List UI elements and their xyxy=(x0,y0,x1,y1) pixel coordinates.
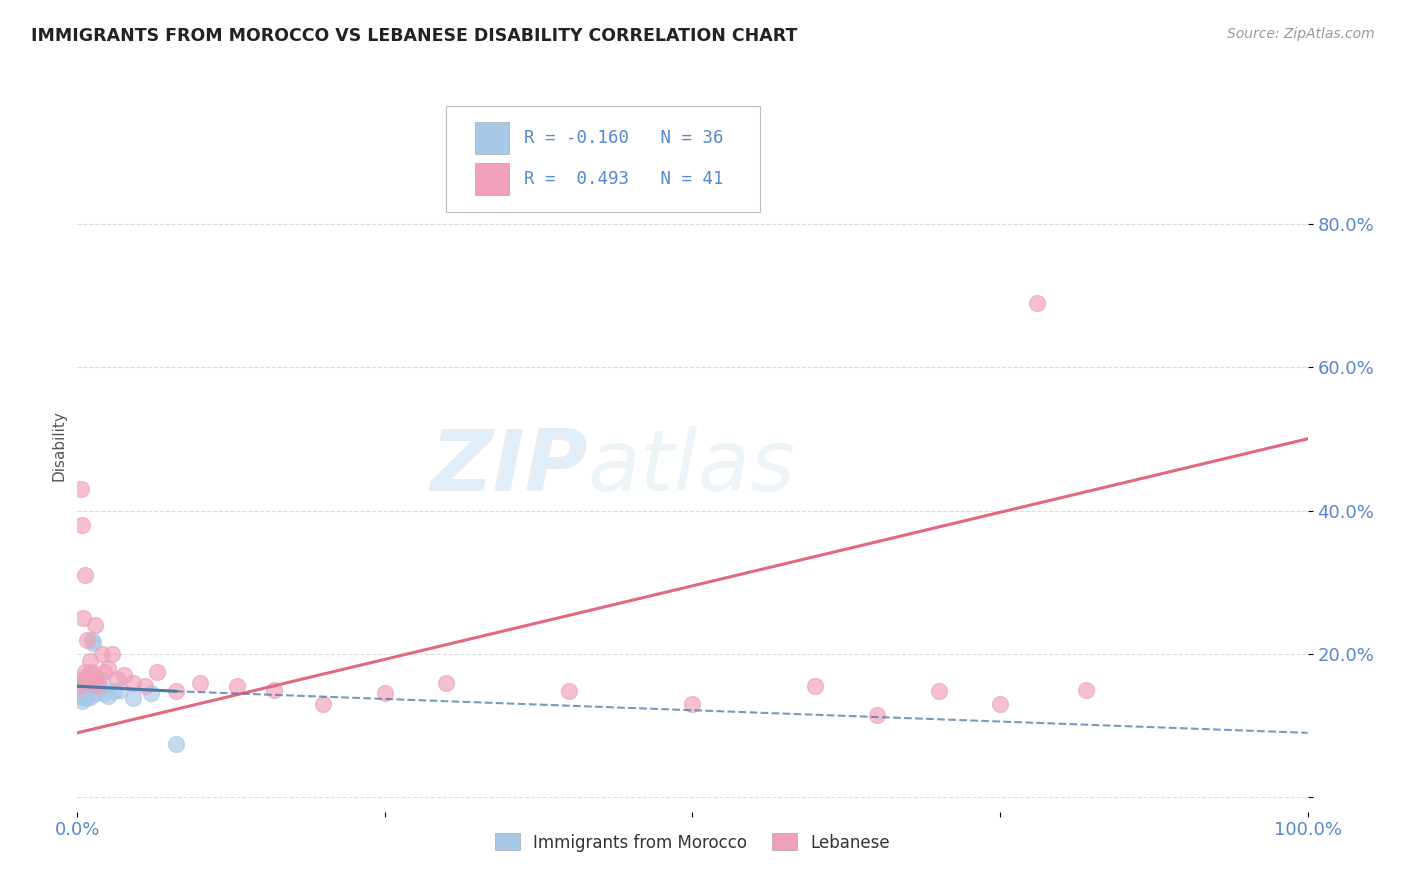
Point xyxy=(73,568,96,582)
Point xyxy=(84,672,107,686)
Point xyxy=(804,679,827,693)
Point xyxy=(165,684,187,698)
Bar xyxy=(475,122,509,154)
Point xyxy=(76,684,98,698)
Point xyxy=(1076,682,1098,697)
Point xyxy=(134,679,156,693)
Point xyxy=(73,686,96,700)
Point xyxy=(84,679,107,693)
Point xyxy=(83,618,105,632)
Point xyxy=(97,661,120,675)
Point xyxy=(988,697,1011,711)
Point xyxy=(75,674,97,689)
Point xyxy=(80,665,103,679)
Point xyxy=(141,686,163,700)
Point xyxy=(165,737,187,751)
Point xyxy=(72,689,94,703)
Text: Source: ZipAtlas.com: Source: ZipAtlas.com xyxy=(1227,27,1375,41)
Point xyxy=(73,679,96,693)
Point xyxy=(70,677,93,691)
Point xyxy=(69,679,91,693)
Point xyxy=(436,675,458,690)
Text: R =  0.493   N = 41: R = 0.493 N = 41 xyxy=(524,170,724,188)
Point xyxy=(79,654,101,668)
Text: atlas: atlas xyxy=(588,426,796,509)
Point xyxy=(76,632,98,647)
Point xyxy=(89,679,111,693)
Point xyxy=(928,684,950,698)
Point xyxy=(77,688,100,702)
Point xyxy=(83,681,105,696)
Point xyxy=(558,684,581,698)
Point xyxy=(146,665,169,679)
FancyBboxPatch shape xyxy=(447,106,761,212)
Point xyxy=(75,672,97,686)
Point xyxy=(70,682,93,697)
Point xyxy=(682,697,704,711)
Text: IMMIGRANTS FROM MOROCCO VS LEBANESE DISABILITY CORRELATION CHART: IMMIGRANTS FROM MOROCCO VS LEBANESE DISA… xyxy=(31,27,797,45)
Point xyxy=(76,677,98,691)
Point xyxy=(93,686,115,700)
Point xyxy=(77,668,100,682)
Point xyxy=(72,611,94,625)
Bar xyxy=(475,163,509,195)
Text: R = -0.160   N = 36: R = -0.160 N = 36 xyxy=(524,129,724,147)
Point xyxy=(188,675,212,690)
Point xyxy=(82,632,104,647)
Point xyxy=(70,482,93,496)
Point xyxy=(866,707,889,722)
Point xyxy=(86,675,108,690)
Point xyxy=(77,681,100,695)
Point xyxy=(101,647,124,661)
Point xyxy=(86,686,108,700)
Text: ZIP: ZIP xyxy=(430,426,588,509)
Point xyxy=(82,675,104,690)
Point xyxy=(82,668,104,682)
Point xyxy=(263,682,285,697)
Point xyxy=(70,690,93,704)
Point xyxy=(79,675,101,690)
Point xyxy=(103,684,125,698)
Point xyxy=(312,697,335,711)
Point xyxy=(70,675,93,690)
Point xyxy=(226,679,249,693)
Point xyxy=(105,672,128,686)
Point xyxy=(69,674,91,689)
Point xyxy=(110,682,132,697)
Point xyxy=(69,679,91,693)
Point xyxy=(97,689,120,703)
Point xyxy=(121,691,143,706)
Point xyxy=(121,675,143,690)
Point xyxy=(112,668,135,682)
Point xyxy=(93,665,115,679)
Point xyxy=(70,517,93,532)
Point xyxy=(82,636,104,650)
Point xyxy=(72,672,94,686)
Point xyxy=(73,665,96,679)
Point xyxy=(90,675,114,690)
Legend: Immigrants from Morocco, Lebanese: Immigrants from Morocco, Lebanese xyxy=(488,827,897,858)
Point xyxy=(90,647,114,661)
Point xyxy=(70,693,93,707)
Y-axis label: Disability: Disability xyxy=(51,410,66,482)
Point xyxy=(79,690,101,704)
Point xyxy=(374,686,396,700)
Point xyxy=(89,682,111,697)
Point xyxy=(75,691,97,706)
Point xyxy=(1026,295,1049,310)
Point xyxy=(72,681,94,696)
Point xyxy=(80,684,103,698)
Point xyxy=(67,684,90,698)
